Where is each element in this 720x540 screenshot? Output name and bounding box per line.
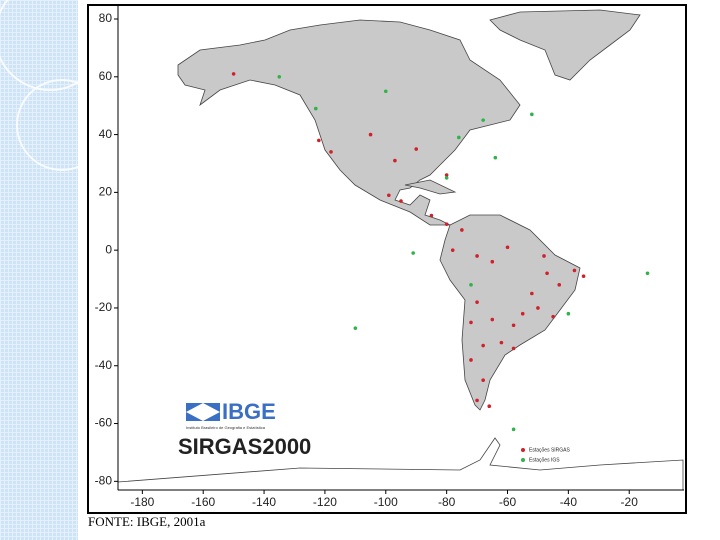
station — [399, 199, 403, 203]
logo-text: IBGE — [222, 399, 276, 424]
station — [353, 326, 358, 330]
legend-swatch — [521, 458, 525, 462]
lon-tick-label: -80 — [438, 495, 456, 509]
station — [411, 251, 415, 255]
station — [475, 254, 479, 258]
station — [490, 317, 495, 322]
station — [383, 89, 388, 94]
station — [545, 271, 549, 276]
station — [511, 427, 516, 432]
station — [645, 271, 650, 276]
greenland — [489, 9, 641, 81]
station — [231, 72, 236, 76]
station — [551, 314, 555, 319]
station — [557, 283, 562, 287]
map-title: SIRGAS2000 — [178, 434, 311, 459]
lat-tick-label: 80 — [99, 11, 113, 25]
lon-tick-label: -60 — [499, 495, 517, 509]
lat-tick-label: -20 — [95, 300, 113, 314]
station — [490, 259, 495, 264]
station — [505, 245, 510, 250]
station — [317, 138, 321, 143]
station — [469, 358, 473, 362]
station — [542, 254, 546, 258]
station — [511, 323, 516, 328]
station — [460, 228, 464, 232]
source-note: FONTE: IBGE, 2001a — [88, 514, 206, 529]
station — [393, 158, 397, 163]
lon-tick-label: -100 — [374, 495, 398, 509]
lat-tick-label: 0 — [105, 242, 112, 256]
lon-tick-label: -140 — [252, 495, 276, 509]
station — [481, 343, 485, 348]
station — [530, 291, 534, 296]
lat-tick-label: -80 — [95, 474, 113, 488]
station — [499, 340, 504, 345]
lat-tick-label: 40 — [99, 127, 113, 141]
land — [117, 9, 684, 491]
lon-tick-label: -180 — [130, 495, 154, 509]
station — [329, 150, 333, 154]
lon-tick-label: -40 — [560, 495, 578, 509]
station — [387, 193, 391, 198]
station — [581, 274, 586, 278]
station — [368, 132, 373, 137]
lon-tick-label: -120 — [313, 495, 337, 509]
lon-tick-label: -160 — [191, 495, 215, 509]
station — [475, 398, 479, 403]
cuba — [404, 179, 457, 195]
station — [572, 268, 577, 273]
station — [481, 378, 485, 382]
legend-label: Estações IGS — [529, 457, 560, 463]
station — [444, 173, 449, 177]
station — [450, 248, 455, 252]
lat-tick-label: 60 — [99, 69, 113, 83]
station — [444, 176, 449, 180]
station — [566, 311, 571, 316]
station — [444, 222, 449, 226]
lat-tick-label: -60 — [95, 416, 113, 430]
lat-tick-label: 20 — [99, 185, 113, 199]
station — [457, 135, 461, 140]
station — [520, 311, 525, 316]
station — [277, 74, 282, 79]
legend-swatch — [521, 448, 525, 452]
decorative-strip — [0, 0, 78, 540]
station — [511, 346, 516, 351]
station — [475, 300, 479, 304]
station — [493, 155, 498, 160]
station — [469, 283, 473, 287]
station — [481, 118, 485, 122]
logo-subtitle: Instituto Brasileiro de Geografia e Esta… — [186, 425, 266, 430]
antarctica — [117, 437, 684, 491]
logo: IBGE Instituto Brasileiro de Geografia e… — [186, 399, 276, 430]
station — [536, 306, 540, 310]
legend-label: Estações SIRGAS — [529, 447, 571, 453]
north-america — [177, 19, 521, 226]
station — [487, 404, 492, 409]
station — [530, 112, 534, 117]
station — [469, 320, 473, 325]
station — [313, 106, 318, 111]
south-america — [439, 214, 581, 411]
station — [429, 213, 434, 218]
lon-tick-label: -20 — [621, 495, 639, 509]
station — [414, 147, 419, 151]
logo-mark — [186, 403, 220, 421]
lat-tick-label: -40 — [95, 358, 113, 372]
